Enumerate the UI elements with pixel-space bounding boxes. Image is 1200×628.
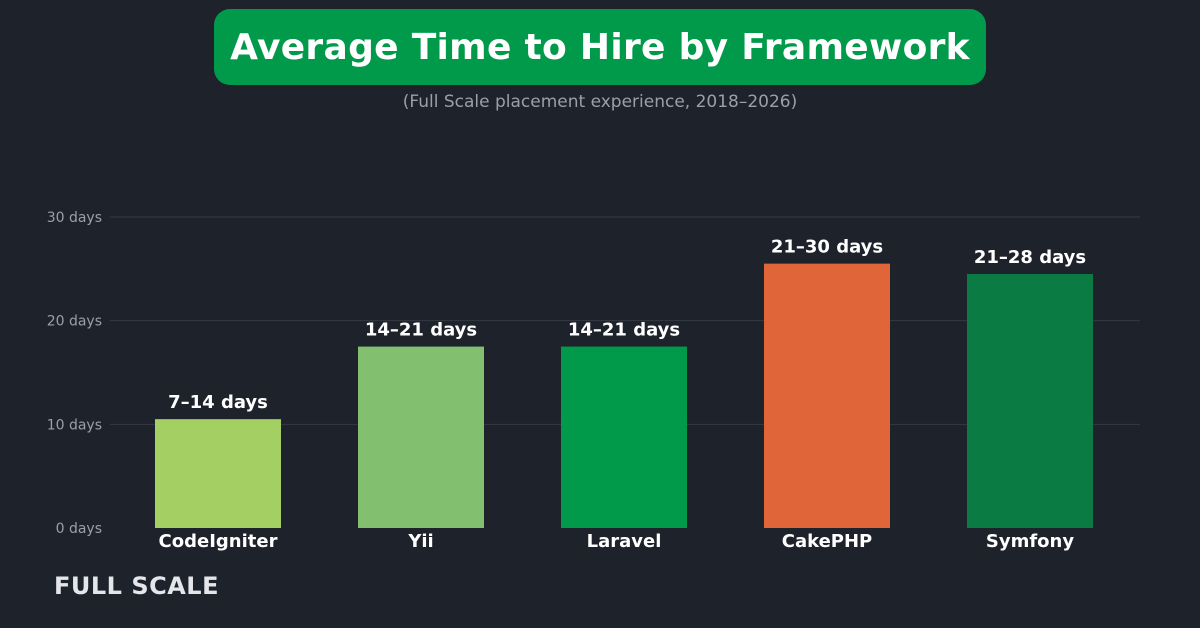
data-label: 21–30 days xyxy=(771,237,883,258)
x-tick-label: Laravel xyxy=(587,531,662,552)
x-tick-label: Symfony xyxy=(986,531,1074,552)
y-tick-label: 0 days xyxy=(56,521,102,537)
y-tick-label: 20 days xyxy=(47,314,102,330)
x-tick-label: Yii xyxy=(407,531,433,552)
chart-title: Average Time to Hire by Framework xyxy=(230,26,970,68)
data-label: 7–14 days xyxy=(168,392,268,413)
chart-subtitle: (Full Scale placement experience, 2018–2… xyxy=(402,92,798,112)
data-label: 14–21 days xyxy=(568,320,680,341)
bar-laravel xyxy=(561,346,687,528)
bar-cakephp xyxy=(764,263,890,528)
data-label: 14–21 days xyxy=(365,320,477,341)
bar-codeigniter xyxy=(155,419,281,528)
data-label: 21–28 days xyxy=(974,247,1086,268)
x-tick-label: CodeIgniter xyxy=(159,531,278,552)
y-tick-label: 30 days xyxy=(47,210,102,226)
title-banner: Average Time to Hire by Framework xyxy=(214,9,986,85)
bar-yii xyxy=(358,346,484,528)
y-tick-label: 10 days xyxy=(47,417,102,433)
bar-symfony xyxy=(967,274,1093,528)
brand-logo-text: FULL SCALE xyxy=(54,572,219,600)
x-tick-label: CakePHP xyxy=(782,531,873,552)
